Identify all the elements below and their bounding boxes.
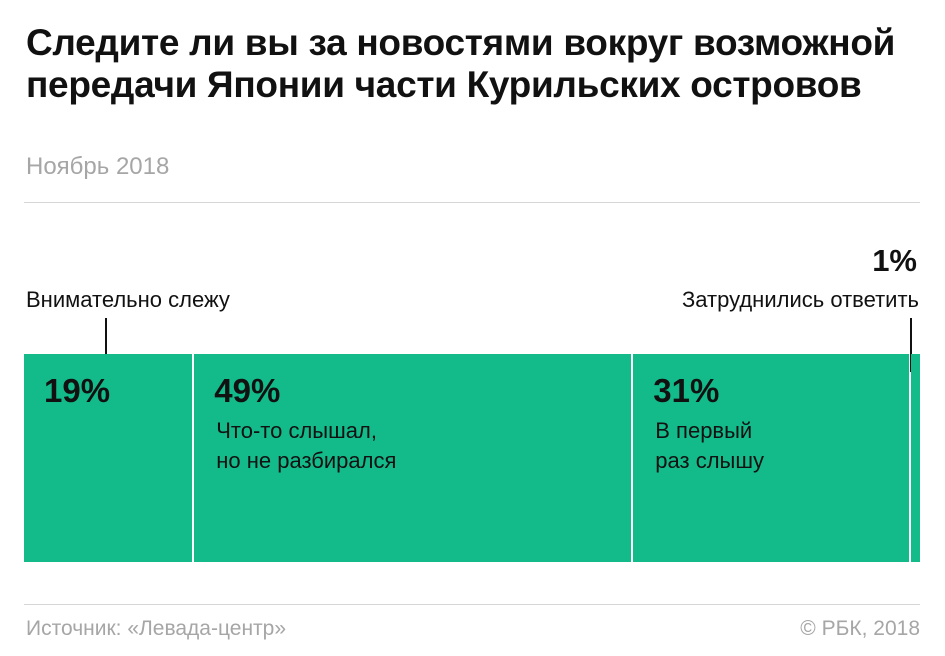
- top-divider: [24, 202, 920, 203]
- bottom-divider: [24, 604, 920, 605]
- source-note: Источник: «Левада-центр»: [26, 617, 287, 640]
- bar-segment-hard-to-answer: [911, 354, 920, 562]
- label-first-time-hearing: В первый раз слышу: [655, 418, 764, 473]
- stacked-bar: 19% 49% Что-то слышал, но не разбирался …: [24, 354, 920, 562]
- leader-line-hard-to-answer: [910, 318, 912, 372]
- bar-segment-attentively-follow: 19%: [24, 354, 193, 562]
- leader-line-attentively-follow: [105, 318, 107, 372]
- chart-subtitle: Ноябрь 2018: [26, 153, 170, 180]
- label-heard-something: Что-то слышал, но не разбирался: [216, 418, 397, 473]
- value-label-hard-to-answer: 1%: [872, 243, 917, 278]
- bar-segment-first-time-hearing: 31% В первый раз слышу: [633, 354, 910, 562]
- value-label-first-time-hearing: 31%: [653, 372, 720, 409]
- label-hard-to-answer: Затруднились ответить: [681, 287, 919, 312]
- chart-title: Следите ли вы за новостями вокруг возмож…: [26, 22, 896, 105]
- value-label-heard-something: 49%: [214, 372, 281, 409]
- copyright-note: © РБК, 2018: [800, 617, 920, 640]
- value-label-attentively-follow: 19%: [44, 372, 111, 409]
- bar-segment-heard-something: 49% Что-то слышал, но не разбирался: [194, 354, 632, 562]
- label-attentively-follow: Внимательно слежу: [26, 287, 230, 312]
